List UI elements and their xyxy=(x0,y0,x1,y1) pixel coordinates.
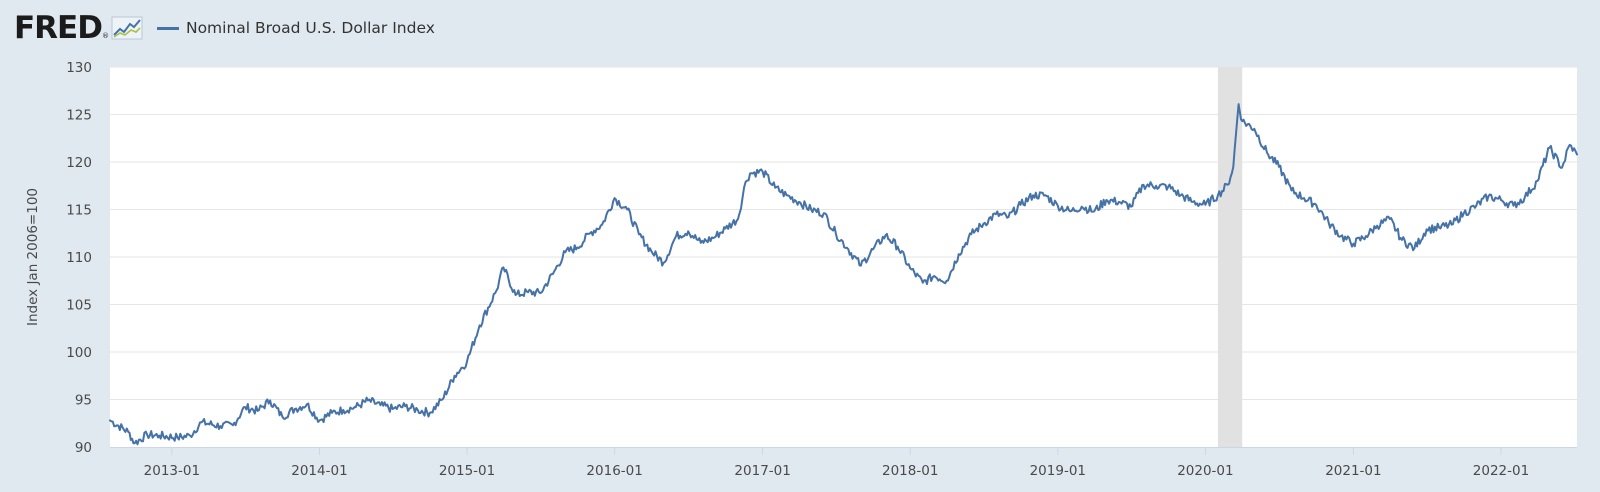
x-tick-label: 2017-01 xyxy=(734,463,790,479)
y-axis-title: Index Jan 2006=100 xyxy=(25,188,41,326)
recession-band xyxy=(1217,67,1243,447)
x-tick-label: 2018-01 xyxy=(882,463,938,479)
y-tick-label: 120 xyxy=(66,155,92,171)
y-tick-label: 110 xyxy=(66,250,92,266)
y-tick-label: 105 xyxy=(66,298,92,314)
y-tick-label: 95 xyxy=(75,393,92,409)
y-tick-label: 90 xyxy=(75,440,92,456)
x-tick-label: 2014-01 xyxy=(291,463,347,479)
x-tick-label: 2013-01 xyxy=(144,463,200,479)
legend-label: Nominal Broad U.S. Dollar Index xyxy=(185,19,435,37)
x-tick-label: 2019-01 xyxy=(1030,463,1086,479)
legend[interactable]: Nominal Broad U.S. Dollar Index xyxy=(156,19,435,37)
logo-text: FRED xyxy=(14,9,103,46)
x-tick-label: 2020-01 xyxy=(1177,463,1233,479)
y-tick-label: 125 xyxy=(66,108,92,124)
registered-mark: ® xyxy=(101,31,109,40)
legend-swatch xyxy=(156,26,179,30)
y-tick-label: 100 xyxy=(66,345,92,361)
x-tick-label: 2016-01 xyxy=(586,463,642,479)
series-line-nominal-broad-usd-index xyxy=(109,103,1578,446)
x-tick-label: 2015-01 xyxy=(439,463,495,479)
x-tick-label: 2022-01 xyxy=(1473,463,1529,479)
fred-logo[interactable]: FRED ® xyxy=(14,9,143,46)
x-tick-label: 2021-01 xyxy=(1325,463,1381,479)
chart-header: FRED ® Nominal Broad U.S. Dollar Index xyxy=(14,8,435,48)
sparkline-chart-icon xyxy=(111,16,143,40)
y-tick-label: 130 xyxy=(66,60,92,76)
y-tick-label: 115 xyxy=(66,203,92,219)
